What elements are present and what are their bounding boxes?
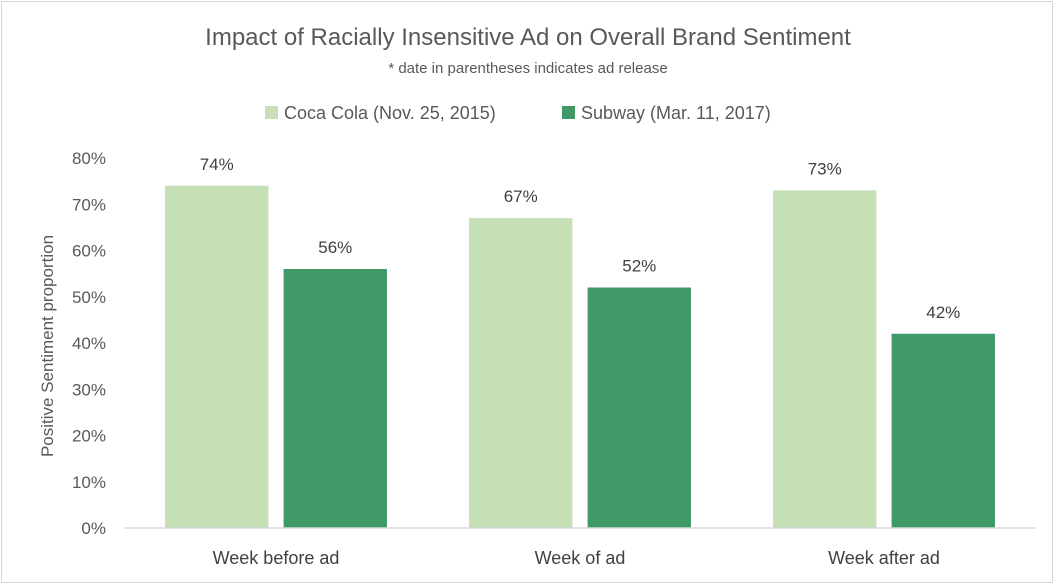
- y-tick-label: 40%: [72, 334, 106, 353]
- bar: [891, 333, 995, 528]
- legend-swatch-subway: [562, 106, 575, 119]
- y-tick-label: 80%: [72, 149, 106, 168]
- bar: [165, 185, 269, 528]
- bar: [587, 287, 691, 528]
- y-tick-label: 0%: [81, 519, 106, 538]
- y-tick-label: 10%: [72, 473, 106, 492]
- x-category-label: Week of ad: [535, 548, 626, 568]
- y-axis-ticks: 0% 10% 20% 30% 40% 50% 60% 70% 80%: [72, 149, 106, 538]
- chart-title: Impact of Racially Insensitive Ad on Ove…: [205, 24, 851, 51]
- data-label: 56%: [318, 238, 352, 257]
- x-axis-categories: Week before ad Week of ad Week after ad: [213, 548, 940, 568]
- x-category-label: Week after ad: [828, 548, 940, 568]
- y-tick-label: 70%: [72, 195, 106, 214]
- data-label: 74%: [200, 155, 234, 174]
- bar: [773, 190, 877, 528]
- data-label: 67%: [504, 187, 538, 206]
- legend: Coca Cola (Nov. 25, 2015) Subway (Mar. 1…: [265, 103, 771, 123]
- x-category-label: Week before ad: [213, 548, 340, 568]
- bar: [283, 269, 387, 528]
- data-label: 73%: [808, 159, 842, 178]
- chart-subtitle: * date in parentheses indicates ad relea…: [388, 60, 667, 77]
- y-axis-title: Positive Sentiment proportion: [38, 235, 57, 457]
- y-tick-label: 60%: [72, 242, 106, 261]
- y-tick-label: 20%: [72, 427, 106, 446]
- bar: [469, 218, 573, 528]
- data-label: 52%: [622, 257, 656, 276]
- y-tick-label: 50%: [72, 288, 106, 307]
- data-labels: 74% 56% 67% 52% 73% 42%: [200, 155, 961, 322]
- legend-swatch-coca-cola: [265, 106, 278, 119]
- bars: [165, 185, 995, 528]
- legend-label-subway: Subway (Mar. 11, 2017): [581, 103, 771, 123]
- y-tick-label: 30%: [72, 380, 106, 399]
- data-label: 42%: [926, 303, 960, 322]
- legend-label-coca-cola: Coca Cola (Nov. 25, 2015): [284, 103, 496, 123]
